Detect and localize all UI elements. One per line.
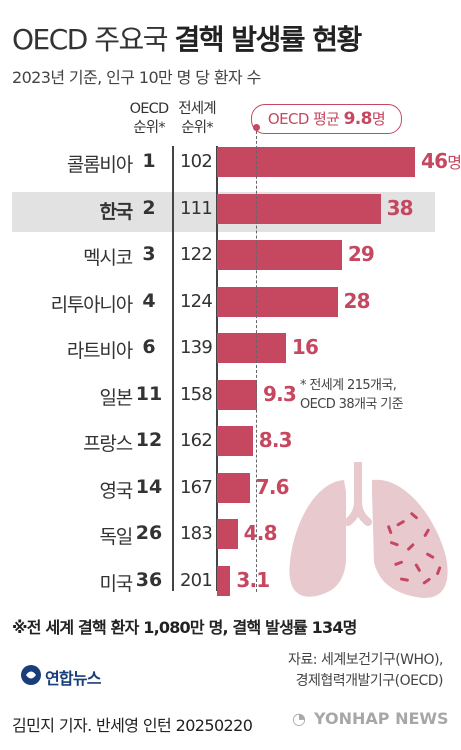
- bar: [217, 426, 253, 456]
- value-label: 3.1: [236, 567, 270, 592]
- value-label: 46명: [421, 149, 461, 173]
- value-label: 38: [386, 195, 414, 220]
- oecd-rank-cell: 36: [135, 568, 163, 591]
- oecd-rank-header-text: OECD 순위*: [129, 101, 169, 136]
- value-label: 4.8: [243, 521, 278, 545]
- bar: [217, 565, 231, 596]
- oecd-rank-cell: 3: [142, 243, 156, 265]
- value-unit: 명: [447, 153, 461, 172]
- bar: [217, 286, 338, 317]
- title-bold: 결핵 발생률 현황: [174, 23, 362, 56]
- bar: [217, 333, 286, 363]
- rank-note: * 전세계 215개국, OECD 38개국 기준: [300, 376, 455, 414]
- avg-label-text: OECD 평균: [267, 110, 344, 128]
- oecd-rank-cell: 1: [142, 150, 156, 172]
- country-label: 미국: [99, 572, 133, 595]
- bar: [217, 193, 381, 224]
- world-rank-cell: 124: [180, 290, 213, 312]
- country-label: 독일: [99, 526, 133, 548]
- world-rank-cell: 158: [180, 383, 213, 405]
- bar: [217, 147, 415, 177]
- oecd-rank-cell: 6: [142, 336, 156, 358]
- yonhap-logo-icon: [21, 665, 41, 685]
- watermark: ◔ YONHAP NEWS: [292, 709, 449, 728]
- watermark-icon: ◔: [292, 709, 306, 728]
- country-label: 한국: [99, 200, 133, 223]
- page-title: OECD 주요국 결핵 발생률 현황: [12, 18, 362, 58]
- avg-label-unit: 명: [371, 110, 386, 128]
- world-rank-header-text: 전세계 순위*: [178, 101, 216, 136]
- value-label: 9.3: [263, 381, 297, 406]
- value-label: 8.3: [258, 428, 293, 452]
- oecd-rank-cell: 12: [135, 429, 163, 451]
- oecd-rank-cell: 26: [135, 522, 163, 544]
- source: 자료: 세계보건기구(WHO), 경제협력개발기구(OECD): [288, 650, 443, 692]
- page-subtitle: 2023년 기준, 인구 10만 명 당 환자 수: [12, 68, 261, 87]
- value-label: 28: [343, 288, 371, 313]
- world-rank-cell: 201: [180, 569, 213, 591]
- oecd-rank-cell: 14: [135, 475, 163, 498]
- country-label: 일본: [99, 386, 133, 409]
- world-rank-cell: 183: [180, 523, 213, 544]
- country-label: 라트비아: [66, 340, 133, 362]
- world-rank-cell: 167: [180, 476, 213, 498]
- world-rank-cell: 122: [180, 244, 213, 265]
- oecd-average-label: OECD 평균 9.8명: [251, 104, 402, 134]
- country-label: 프랑스: [83, 433, 133, 455]
- world-rank-cell: 102: [180, 151, 213, 172]
- watermark-text: YONHAP NEWS: [314, 709, 449, 728]
- bar: [217, 472, 250, 503]
- value-label: 16: [291, 335, 319, 359]
- world-rank-cell: 111: [180, 197, 213, 219]
- oecd-average-marker: [253, 124, 260, 131]
- source-text: 자료: 세계보건기구(WHO), 경제협력개발기구(OECD): [288, 652, 443, 689]
- logo-text: 연합뉴스: [45, 669, 101, 688]
- country-label: 영국: [99, 479, 133, 502]
- oecd-rank-cell: 11: [135, 382, 163, 405]
- country-label: 멕시코: [83, 247, 133, 269]
- bar: [217, 240, 342, 270]
- world-rank-cell: 139: [180, 337, 213, 358]
- oecd-rank-header: OECD 순위*: [124, 100, 174, 138]
- lungs-icon: [289, 462, 448, 598]
- world-rank-cell: 162: [180, 430, 213, 451]
- country-label: 콜롬비아: [66, 154, 133, 176]
- bar: [217, 379, 258, 410]
- oecd-rank-cell: 2: [142, 196, 156, 219]
- title-light: OECD 주요국: [12, 23, 175, 56]
- avg-label-value: 9.8: [343, 109, 373, 129]
- world-rank-header: 전세계 순위*: [172, 100, 222, 138]
- column-divider-1: [172, 146, 174, 591]
- value-label: 29: [347, 242, 375, 266]
- footnote: ※전 세계 결핵 환자 1,080만 명, 결핵 발생률 134명: [12, 618, 357, 637]
- credit: 김민지 기자. 반세영 인턴 20250220: [12, 716, 253, 735]
- oecd-average-line: [256, 126, 257, 592]
- value-label: 7.6: [255, 474, 290, 499]
- column-divider-2: [216, 146, 218, 591]
- rank-note-text: * 전세계 215개국, OECD 38개국 기준: [300, 378, 404, 412]
- bar: [217, 519, 238, 549]
- country-label: 리투아니아: [50, 293, 134, 316]
- oecd-rank-cell: 4: [142, 289, 156, 312]
